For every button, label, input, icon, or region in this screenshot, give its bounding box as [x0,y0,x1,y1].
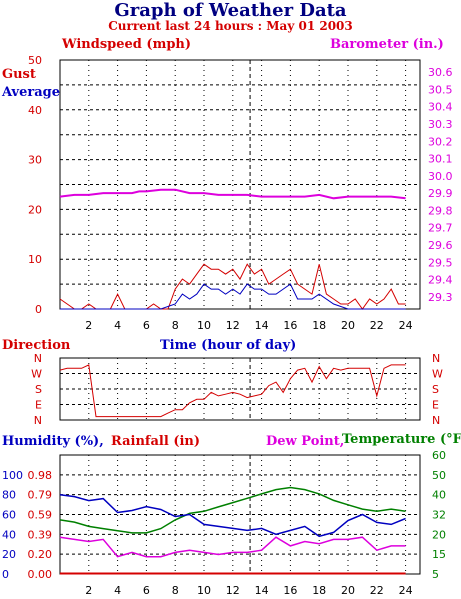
time-axis-label: Time (hour of day) [160,338,297,353]
barometer-axis-label: Barometer (in.) [330,37,444,52]
humidity-tick-label: 0 [2,568,9,581]
gust-line [59,263,406,310]
barometer-tick-label: 30.6 [428,66,453,79]
hour-tick-label: 2 [85,319,92,332]
rainfall-tick-label: 0.20 [28,548,53,561]
hour-tick-label: 20 [341,319,355,332]
barometer-line [59,188,406,200]
temperature-tick-label: 20 [432,528,446,541]
wind-tick-label: 50 [28,54,42,67]
hour-tick-label: 4 [114,584,121,597]
hour-tick-label: 22 [370,319,384,332]
hour-tick-label: 18 [312,319,326,332]
dewpoint-axis-label: Dew Point, [266,434,345,449]
temperature-tick-label: 50 [432,469,446,482]
chart-title: Graph of Weather Data [114,0,347,21]
rainfall-tick-label: 0.79 [28,489,53,502]
rainfall-axis-label: Rainfall (in) [111,434,201,449]
direction-tick-left: E [35,399,42,412]
barometer-tick-label: 29.6 [428,239,453,252]
rainfall-tick-label: 0.00 [28,568,53,581]
hour-tick-label: 14 [255,319,269,332]
dewpoint-line [59,536,406,558]
barometer-tick-label: 29.5 [428,256,453,269]
hour-tick-label: 12 [226,584,240,597]
temperature-axis-label: Temperature (°F) [342,432,461,447]
gust-legend-label: Gust [2,67,36,82]
hour-tick-label: 24 [399,584,413,597]
temperature-tick-label: 60 [432,449,446,462]
direction-axis-label: Direction [2,338,71,353]
direction-tick-left: S [35,383,42,396]
temperature-line [59,486,406,534]
wind-tick-label: 0 [35,303,42,316]
humidity-tick-label: 20 [2,548,16,561]
direction-tick-left: N [34,414,42,427]
barometer-tick-label: 29.3 [428,291,453,304]
hour-tick-label: 22 [370,584,384,597]
humidity-tick-label: 60 [2,509,16,522]
hour-tick-label: 10 [197,319,211,332]
hour-tick-label: 16 [283,319,297,332]
direction-line [59,364,406,418]
wind-tick-label: 20 [28,203,42,216]
hour-tick-label: 2 [85,584,92,597]
direction-tick-right: E [432,399,439,412]
barometer-tick-label: 30.5 [428,83,453,96]
rainfall-tick-label: 0.39 [28,528,53,541]
barometer-tick-label: 29.7 [428,222,453,235]
hour-tick-label: 6 [143,319,150,332]
average-legend-label: Average [2,85,61,100]
barometer-tick-label: 29.9 [428,187,453,200]
chart-subtitle: Current last 24 hours : May 01 2003 [108,19,353,33]
barometer-tick-label: 29.8 [428,204,453,217]
wind-tick-label: 30 [28,154,42,167]
hour-tick-label: 20 [341,584,355,597]
direction-tick-left: N [34,352,42,365]
hour-tick-label: 14 [255,584,269,597]
rainfall-tick-label: 0.98 [28,469,53,482]
direction-tick-right: N [432,414,440,427]
barometer-tick-label: 30.0 [428,170,453,183]
barometer-tick-label: 29.4 [428,274,453,287]
temperature-tick-label: 15 [432,548,446,561]
barometer-tick-label: 30.3 [428,118,453,131]
temperature-tick-label: 5 [432,568,439,581]
rainfall-tick-label: 0.59 [28,509,53,522]
windspeed-axis-label: Windspeed (mph) [62,37,192,52]
humidity-tick-label: 40 [2,528,16,541]
direction-tick-right: W [432,368,443,381]
average-line [60,283,406,310]
barometer-tick-label: 30.2 [428,135,453,148]
direction-tick-right: S [432,383,439,396]
humidity-line [59,493,406,538]
humidity-axis-label: Humidity (%), [2,434,104,449]
hour-tick-label: 16 [283,584,297,597]
hour-tick-label: 8 [172,584,179,597]
wind-tick-label: 10 [28,253,42,266]
hour-tick-label: 10 [197,584,211,597]
hour-tick-label: 18 [312,584,326,597]
direction-tick-right: N [432,352,440,365]
wind-tick-label: 40 [28,104,42,117]
direction-tick-left: W [31,368,42,381]
humidity-tick-label: 80 [2,489,16,502]
humidity-tick-label: 100 [2,469,23,482]
hour-tick-label: 24 [399,319,413,332]
hour-tick-label: 12 [226,319,240,332]
hour-tick-label: 4 [114,319,121,332]
barometer-tick-label: 30.1 [428,153,453,166]
hour-tick-label: 6 [143,584,150,597]
temperature-tick-label: 40 [432,489,446,502]
hour-tick-label: 8 [172,319,179,332]
temperature-tick-label: 32 [432,509,446,522]
barometer-tick-label: 30.4 [428,101,453,114]
